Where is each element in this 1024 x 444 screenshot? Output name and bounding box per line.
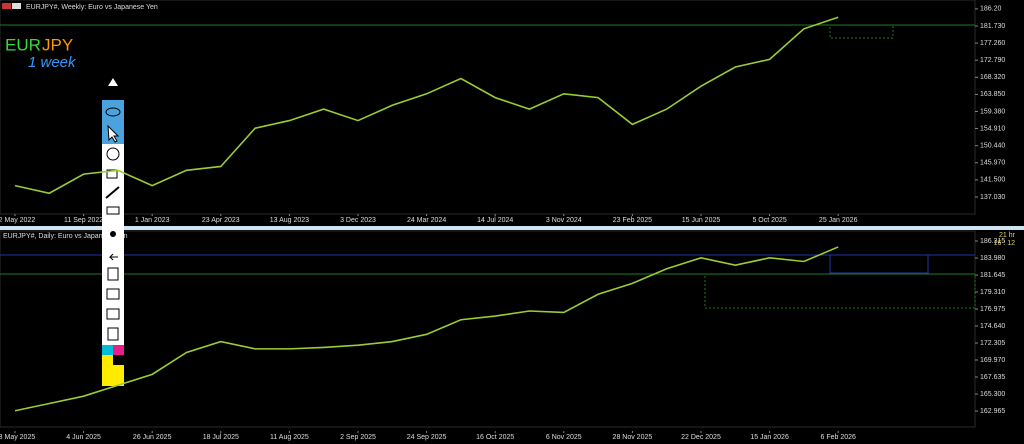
- pen-icon[interactable]: [108, 78, 118, 86]
- flag-icon: [2, 3, 11, 9]
- y-tick-label: 168.320: [980, 74, 1005, 81]
- x-tick-label: 13 May 2025: [0, 434, 35, 441]
- color-yellow[interactable]: [102, 355, 113, 365]
- y-tick-label: 183.980: [980, 255, 1005, 262]
- y-tick-label: 150.440: [980, 143, 1005, 150]
- flag-icon: [12, 3, 21, 9]
- price-line: [14, 246, 839, 412]
- x-tick-label: 6 Nov 2025: [546, 434, 582, 441]
- zone-box: [829, 24, 894, 39]
- y-tick-label: 141.500: [980, 177, 1005, 184]
- y-tick-label: 169.970: [980, 357, 1005, 364]
- y-tick-label: 137.030: [980, 194, 1005, 201]
- x-tick-label: 18 Jul 2025: [203, 434, 239, 441]
- eye-tool[interactable]: [105, 107, 121, 117]
- bottom-frame: [0, 230, 976, 428]
- x-tick-label: 3 Nov 2024: [546, 217, 582, 224]
- zone-box: [829, 254, 929, 274]
- notes-tool[interactable]: [107, 327, 119, 341]
- x-tick-label: 24 Mar 2024: [407, 217, 446, 224]
- x-tick-label: 22 Dec 2025: [681, 434, 721, 441]
- zone-box: [704, 273, 976, 309]
- y-tick-label: 167.635: [980, 374, 1005, 381]
- overlay-quote: JPY: [42, 35, 73, 54]
- template-tool[interactable]: [106, 288, 120, 300]
- screenshot-tool[interactable]: [106, 308, 120, 320]
- y-tick-label: 176.975: [980, 306, 1005, 313]
- x-tick-label: 2 Sep 2025: [340, 434, 376, 441]
- x-tick-label: 11 Aug 2025: [270, 434, 309, 441]
- x-tick-label: 26 Jun 2025: [133, 434, 172, 441]
- x-tick-label: 23 Feb 2025: [613, 217, 652, 224]
- overlay-base: EUR: [5, 35, 41, 54]
- y-tick-label: 145.970: [980, 160, 1005, 167]
- toolbar-active: [102, 100, 124, 144]
- x-tick-label: 11 Sep 2022: [64, 217, 103, 224]
- countdown-hours: 21 hr: [999, 232, 1016, 239]
- y-tick-label: 163.850: [980, 91, 1005, 98]
- x-tick-label: 4 Jun 2025: [66, 434, 101, 441]
- panel-separator: [0, 226, 1024, 230]
- y-tick-label: 165.300: [980, 391, 1005, 398]
- chart-title: EURJPY#, Weekly: Euro vs Japanese Yen: [26, 4, 158, 11]
- x-tick-label: 15 Jan 2026: [750, 434, 789, 441]
- dot-tool[interactable]: [110, 231, 116, 237]
- y-tick-label: 159.380: [980, 108, 1005, 115]
- color-cyan[interactable]: [102, 345, 113, 355]
- y-tick-label: 179.310: [980, 289, 1005, 296]
- y-tick-label: 181.730: [980, 23, 1005, 30]
- delete-tool[interactable]: [107, 267, 119, 281]
- x-tick-label: 15 Jun 2025: [682, 217, 721, 224]
- countdown-time: 16 : 12: [994, 240, 1016, 247]
- x-tick-label: 25 Jan 2026: [819, 217, 858, 224]
- x-tick-label: 22 May 2022: [0, 217, 35, 224]
- color-black[interactable]: [113, 355, 124, 365]
- cursor-tool[interactable]: [107, 124, 120, 143]
- line-tool[interactable]: [105, 186, 120, 199]
- y-tick-label: 174.640: [980, 323, 1005, 330]
- magnet-tool[interactable]: [106, 147, 120, 161]
- undo-tool[interactable]: [108, 253, 118, 261]
- y-tick-label: 172.790: [980, 57, 1005, 64]
- y-tick-label: 181.645: [980, 272, 1005, 279]
- y-tick-label: 154.910: [980, 125, 1005, 132]
- ruler-tool[interactable]: [106, 206, 120, 215]
- x-tick-label: 13 Aug 2023: [270, 217, 309, 224]
- x-tick-label: 16 Oct 2025: [476, 434, 514, 441]
- y-tick-label: 177.260: [980, 40, 1005, 47]
- y-tick-label: 172.305: [980, 340, 1005, 347]
- x-tick-label: 5 Oct 2025: [752, 217, 786, 224]
- top-frame: [0, 0, 976, 215]
- x-tick-label: 23 Apr 2023: [202, 217, 240, 224]
- y-tick-label: 186.315: [980, 238, 1005, 245]
- price-line: [14, 16, 839, 195]
- x-tick-label: 3 Dec 2023: [340, 217, 376, 224]
- chart-title: EURJPY#, Daily: Euro vs Japanese Yen: [3, 233, 128, 240]
- eraser-tool[interactable]: [106, 169, 118, 179]
- x-tick-label: 14 Jul 2024: [477, 217, 513, 224]
- x-tick-label: 28 Nov 2025: [613, 434, 653, 441]
- x-tick-label: 6 Feb 2026: [820, 434, 856, 441]
- y-tick-label: 162.965: [980, 408, 1005, 415]
- x-tick-label: 1 Jan 2023: [135, 217, 170, 224]
- color-magenta[interactable]: [113, 345, 124, 355]
- x-tick-label: 24 Sep 2025: [407, 434, 447, 441]
- overlay-timeframe: 1 week: [28, 54, 77, 71]
- drawing-toolbar: [102, 78, 124, 386]
- color-current[interactable]: [102, 365, 124, 386]
- y-tick-label: 186.20: [980, 6, 1002, 13]
